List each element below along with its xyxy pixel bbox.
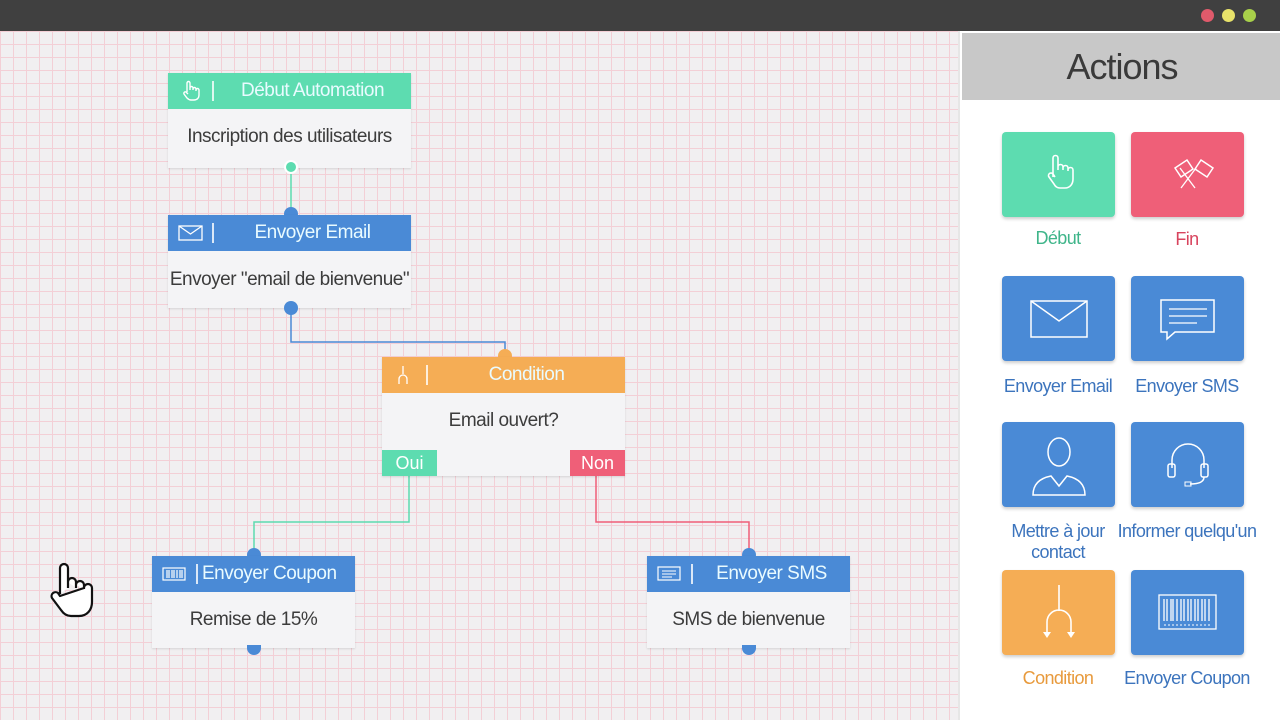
node-send-coupon[interactable]: Envoyer Coupon Remise de 15% [152, 556, 355, 648]
envelope-icon [178, 225, 203, 241]
fork-icon [398, 366, 408, 384]
window-maximize-button[interactable] [1243, 9, 1256, 22]
node-start[interactable]: Début Automation Inscription des utilisa… [168, 73, 411, 168]
headset-icon [1167, 443, 1209, 487]
action-label: Fin [1175, 229, 1199, 249]
action-condition[interactable] [1002, 570, 1115, 655]
separator [196, 564, 198, 584]
node-header: Début Automation [168, 73, 411, 109]
node-title: Début Automation [240, 80, 385, 101]
node-title: Envoyer Email [254, 222, 372, 243]
node-title: Condition [488, 364, 565, 385]
hand-pointer-icon [183, 80, 200, 101]
envelope-icon [1030, 300, 1088, 338]
node-send-email[interactable]: Envoyer Email Envoyer "email de bienvenu… [168, 215, 411, 308]
node-header: Condition [382, 357, 625, 393]
node-send-sms[interactable]: Envoyer SMS SMS de bienvenue [647, 556, 850, 648]
output-port[interactable] [742, 645, 756, 655]
barcode-icon [162, 567, 186, 581]
node-body: Email ouvert? [448, 410, 559, 431]
action-mettre-a-jour-contact[interactable] [1002, 422, 1115, 507]
connector-no-sms [595, 476, 750, 556]
hand-cursor-icon [50, 562, 94, 618]
node-header: Envoyer Coupon [152, 556, 355, 592]
node-title: Envoyer SMS [716, 563, 827, 584]
output-port[interactable] [284, 301, 298, 315]
fork-icon [1043, 585, 1075, 638]
node-body: Envoyer "email de bienvenue" [169, 269, 410, 290]
window-minimize-button[interactable] [1222, 9, 1235, 22]
node-condition[interactable]: Condition Email ouvert? Oui Non [382, 357, 625, 476]
action-label: Mettre à jour contact [1011, 521, 1105, 562]
action-label: Condition [1022, 668, 1094, 688]
separator [212, 223, 214, 243]
connector-email-condition [290, 308, 506, 357]
barcode-icon [1158, 594, 1217, 630]
crossed-flags-icon [1173, 158, 1215, 189]
output-port[interactable] [284, 160, 298, 174]
action-label: Envoyer SMS [1135, 376, 1239, 396]
action-fin[interactable] [1131, 132, 1244, 217]
node-header: Envoyer Email [168, 215, 411, 251]
node-title: Envoyer Coupon [202, 563, 337, 584]
action-envoyer-sms[interactable] [1131, 276, 1244, 361]
node-body: Remise de 15% [189, 609, 318, 630]
window-titlebar [0, 0, 1280, 31]
branch-yes[interactable]: Oui [382, 450, 437, 476]
node-body: SMS de bienvenue [672, 609, 825, 630]
action-informer-quelqu-un[interactable] [1131, 422, 1244, 507]
output-port[interactable] [247, 645, 261, 655]
hand-pointer-icon [1047, 154, 1074, 189]
action-debut[interactable] [1002, 132, 1115, 217]
connector-yes-coupon [253, 476, 410, 556]
action-envoyer-coupon[interactable] [1131, 570, 1244, 655]
node-body: Inscription des utilisateurs [187, 126, 392, 147]
separator [691, 564, 693, 584]
action-label: Informer quelqu'un [1117, 521, 1257, 541]
window-close-button[interactable] [1201, 9, 1214, 22]
message-icon [657, 566, 681, 581]
message-icon [1160, 299, 1215, 341]
action-label: Envoyer Email [1003, 376, 1113, 396]
node-header: Envoyer SMS [647, 556, 850, 592]
action-label: Début [1035, 228, 1081, 248]
separator [212, 81, 214, 101]
action-envoyer-email[interactable] [1002, 276, 1115, 361]
separator [426, 365, 428, 385]
panel-title: Actions [962, 33, 1280, 100]
user-icon [1032, 437, 1086, 496]
branch-no[interactable]: Non [570, 450, 625, 476]
action-label: Envoyer Coupon [1124, 668, 1250, 688]
